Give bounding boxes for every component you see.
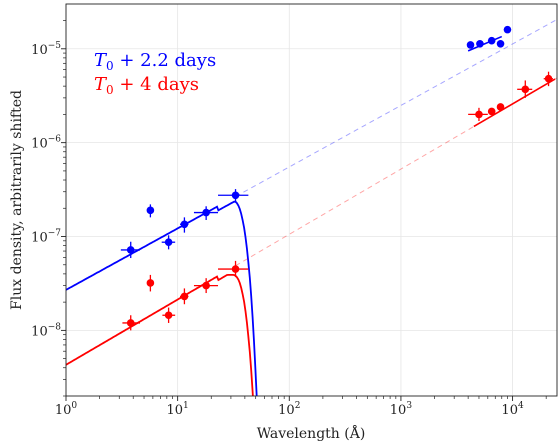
legend-entry-series-1: T0 + 2.2 days (94, 50, 216, 73)
series-1-data-point (164, 238, 173, 246)
series-2-data-point (231, 265, 240, 273)
series-1-data-point (231, 191, 240, 200)
series-2-data-point (164, 311, 173, 320)
series-2-data-point (521, 85, 530, 94)
x-tick-label: 103 (390, 401, 413, 418)
x-axis-label: Wavelength (Å) (257, 424, 366, 442)
series-2-data-point (146, 279, 155, 287)
data-points (120, 25, 553, 331)
y-axis-label: Flux density, arbitrarily shifted (9, 90, 25, 310)
y-tick-label: 10−8 (31, 322, 61, 339)
series-1-data-point (487, 36, 496, 45)
y-tick-label: 10−7 (31, 229, 61, 246)
grid (65, 4, 557, 396)
x-tick-label: 100 (55, 401, 78, 418)
x-tick-label: 104 (501, 401, 524, 418)
y-tick-label: 10−6 (31, 135, 61, 152)
series-1-fit-segment (467, 35, 503, 52)
series-2-data-point (180, 292, 189, 301)
series-2-data-point (126, 319, 135, 327)
series-1-data-point (146, 206, 155, 215)
series-2-data-point (496, 103, 505, 111)
legend-entry-series-2: T0 + 4 days (94, 74, 199, 97)
plot-frame (65, 3, 558, 397)
x-tick-label: 101 (167, 401, 189, 418)
y-tick-labels: 10−8 10−7 10−6 10−5 (31, 41, 61, 340)
series-1-data-point (476, 40, 484, 48)
series-2-optical-fit (473, 78, 556, 128)
series-1-data-point (126, 246, 135, 254)
x-tick-label: 102 (278, 401, 300, 418)
x-tick-labels: 100 101 102 103 104 (55, 401, 524, 418)
series-1-model-curve (66, 200, 258, 396)
series-1-data-point (496, 40, 505, 48)
series-1-data-point (180, 220, 189, 229)
series-2-data-point (544, 74, 553, 83)
axis-ticks (61, 20, 547, 401)
legend: T0 + 2.2 days T0 + 4 days (94, 50, 216, 97)
series-1-data-point (503, 25, 512, 34)
series-2-data-point (202, 281, 210, 290)
series-1-data-point (202, 208, 210, 217)
y-tick-label: 10−5 (31, 41, 61, 58)
series-1-data-point (466, 41, 475, 49)
series-2-data-point (475, 110, 483, 119)
series-2-model-curve (66, 274, 254, 396)
series-2-data-point (487, 107, 496, 116)
series-1-powerlaw-extension (235, 19, 557, 197)
